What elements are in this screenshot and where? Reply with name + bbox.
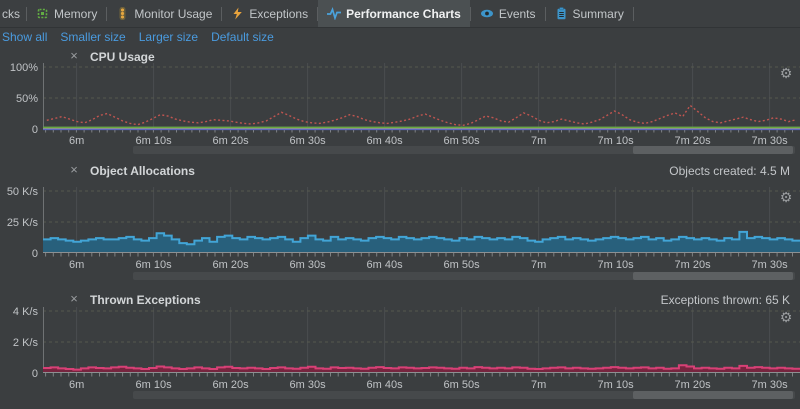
default-size-link[interactable]: Default size: [211, 30, 274, 44]
pulse-icon: [327, 7, 342, 20]
chart-header: × Thrown Exceptions Exceptions thrown: 6…: [0, 291, 800, 308]
x-axis-label: 7m: [530, 135, 547, 147]
x-axis-label: 7m: [530, 259, 547, 271]
y-axis-label: 0: [31, 124, 38, 136]
y-axis-label: 0: [31, 248, 38, 260]
gear-icon[interactable]: ⚙: [779, 65, 793, 81]
object-allocations-plot: [43, 187, 800, 259]
tab-exceptions[interactable]: Exceptions: [222, 0, 317, 27]
memory-chip-icon: [36, 7, 49, 20]
tab-label: Summary: [572, 6, 624, 21]
gear-icon[interactable]: ⚙: [779, 309, 793, 325]
tab-label: Performance Charts: [346, 6, 461, 21]
time-scrollbar[interactable]: [133, 391, 795, 399]
x-axis-label: 7m 30s: [751, 379, 788, 391]
x-axis-label: 7m 20s: [674, 379, 711, 391]
objects-created-label: Objects created: 4.5 M: [669, 164, 790, 178]
chart-title: CPU Usage: [90, 50, 155, 64]
y-axis-label: 100%: [9, 62, 38, 74]
tab-separator: [317, 6, 319, 21]
x-axis-label: 7m 20s: [674, 259, 711, 271]
time-scrollbar[interactable]: [133, 146, 795, 154]
exceptions-thrown-label: Exceptions thrown: 65 K: [660, 293, 790, 307]
x-axis-label: 6m: [68, 259, 85, 271]
x-axis-label: 6m 50s: [443, 135, 480, 147]
tab-partial-left[interactable]: cks: [0, 0, 26, 27]
tab-events[interactable]: Events: [471, 0, 545, 27]
x-axis-label: 6m 50s: [443, 259, 480, 271]
tab-memory[interactable]: Memory: [27, 0, 106, 27]
tab-separator: [469, 6, 471, 21]
x-axis-label: 6m: [68, 135, 85, 147]
x-axis-label: 6m 40s: [366, 135, 403, 147]
tab-separator: [221, 6, 223, 21]
x-axis-label: 6m 10s: [135, 379, 172, 391]
tab-label: cks: [2, 6, 20, 21]
close-icon[interactable]: ×: [70, 162, 78, 177]
tab-performance-charts[interactable]: Performance Charts: [318, 0, 470, 27]
cpu-usage-plot: [43, 63, 800, 135]
scrollbar-thumb[interactable]: [633, 391, 793, 399]
gear-icon[interactable]: ⚙: [779, 189, 793, 205]
tab-monitor-usage[interactable]: Monitor Usage: [107, 0, 221, 27]
tab-label: Events: [498, 6, 536, 21]
y-axis-label: 2 K/s: [12, 337, 38, 349]
size-links-row: Show all Smaller size Larger size Defaul…: [0, 28, 274, 46]
chart-header: × CPU Usage: [0, 48, 800, 65]
close-icon[interactable]: ×: [70, 48, 78, 63]
tab-label: Monitor Usage: [134, 6, 213, 21]
x-axis-label: 7m: [530, 379, 547, 391]
x-axis-label: 6m 20s: [212, 259, 249, 271]
x-axis-label: 7m 10s: [597, 135, 634, 147]
y-axis-label: 50%: [15, 93, 38, 105]
x-axis-label: 7m 10s: [597, 259, 634, 271]
chart-title: Object Allocations: [90, 164, 195, 178]
time-scrollbar[interactable]: [133, 272, 795, 280]
x-axis-label: 6m 30s: [289, 259, 326, 271]
y-axis-label: 50 K/s: [6, 186, 38, 198]
y-axis-label: 25 K/s: [6, 217, 38, 229]
x-axis-label: 6m: [68, 379, 85, 391]
tab-separator: [106, 6, 108, 21]
x-axis-label: 6m 30s: [289, 135, 326, 147]
scrollbar-thumb[interactable]: [633, 146, 793, 154]
object-allocations-chart: × Object Allocations Objects created: 4.…: [0, 162, 800, 282]
tab-separator: [632, 6, 634, 21]
y-axis-label: 0: [31, 368, 38, 380]
eye-icon: [480, 7, 494, 20]
tab-separator: [26, 6, 27, 21]
smaller-size-link[interactable]: Smaller size: [60, 30, 126, 44]
x-axis-label: 6m 40s: [366, 379, 403, 391]
x-axis-label: 6m 10s: [135, 259, 172, 271]
scrollbar-thumb[interactable]: [633, 272, 793, 280]
cpu-usage-chart: × CPU Usage ⚙ 100% 50% 0 6m 6m 10s 6m 20s 6m 3…: [0, 48, 800, 156]
y-axis-label: 4 K/s: [12, 306, 38, 318]
larger-size-link[interactable]: Larger size: [138, 30, 199, 44]
lightning-icon: [231, 7, 244, 20]
close-icon[interactable]: ×: [70, 291, 78, 306]
tab-label: Memory: [54, 6, 98, 21]
clipboard-icon: [555, 7, 568, 20]
x-axis-label: 6m 50s: [443, 379, 480, 391]
x-axis-label: 6m 10s: [135, 135, 172, 147]
tab-summary[interactable]: Summary: [546, 0, 633, 27]
traffic-light-icon: [116, 7, 129, 20]
show-all-link[interactable]: Show all: [2, 30, 48, 44]
thrown-exceptions-chart: × Thrown Exceptions Exceptions thrown: 6…: [0, 291, 800, 401]
tab-bar: cks Memory Monitor Usage: [0, 0, 800, 28]
tab-separator: [544, 6, 546, 21]
x-axis-label: 7m 20s: [674, 135, 711, 147]
x-axis-label: 6m 20s: [212, 379, 249, 391]
thrown-exceptions-plot: [43, 307, 800, 379]
x-axis-label: 6m 40s: [366, 259, 403, 271]
x-axis-label: 7m 30s: [751, 135, 788, 147]
x-axis-label: 7m 10s: [597, 379, 634, 391]
tab-label: Exceptions: [249, 6, 309, 21]
chart-header: × Object Allocations Objects created: 4.…: [0, 162, 800, 179]
x-axis-label: 6m 20s: [212, 135, 249, 147]
chart-title: Thrown Exceptions: [90, 293, 201, 307]
x-axis-label: 7m 30s: [751, 259, 788, 271]
x-axis-label: 6m 30s: [289, 379, 326, 391]
